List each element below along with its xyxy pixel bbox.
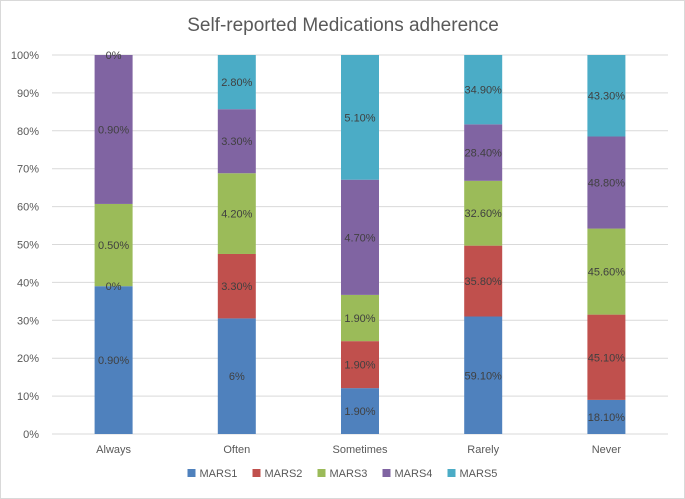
y-tick-label: 70%: [17, 164, 39, 176]
legend-label-mars4: MARS4: [395, 468, 433, 480]
bar-mars2-often: [217, 253, 256, 319]
y-tick-label: 20%: [17, 353, 39, 365]
data-label: 5.10%: [344, 112, 375, 124]
data-label: 18.10%: [588, 412, 626, 424]
bar-mars5-never: [587, 55, 626, 137]
y-tick-label: 0%: [23, 429, 39, 441]
bar-mars3-sometimes: [341, 294, 379, 342]
legend-swatch-mars2: [252, 469, 261, 477]
x-tick-label: Always: [96, 444, 131, 456]
x-axis-ticks: Always Often Sometimes Rarely Never: [96, 444, 621, 456]
data-label: 34.90%: [465, 85, 503, 97]
y-tick-label: 40%: [17, 277, 39, 289]
data-label: 0%: [106, 50, 122, 62]
bar-mars2-sometimes: [341, 341, 379, 389]
data-label: 43.30%: [588, 91, 626, 103]
bar-mars5-sometimes: [341, 55, 379, 180]
data-label: 59.10%: [465, 370, 503, 382]
bar-mars1-often: [217, 318, 256, 434]
y-tick-label: 80%: [17, 126, 39, 138]
data-label: 2.80%: [221, 77, 252, 89]
legend-label-mars5: MARS5: [460, 468, 498, 480]
bar-mars1-sometimes: [341, 388, 379, 434]
bars: [94, 55, 626, 434]
data-label: 28.40%: [465, 148, 503, 160]
bar-mars3-rarely: [464, 180, 503, 246]
data-labels: 0.90% 0% 0.50% 0.90% 0% 6% 3.30% 4.20% 3.30% 2.80…: [98, 50, 625, 424]
x-tick-label: Often: [223, 444, 250, 456]
bar-mars5-rarely: [464, 55, 503, 125]
bar-mars4-always: [94, 55, 133, 204]
data-label: 0%: [106, 281, 122, 293]
data-label: 48.80%: [588, 178, 626, 190]
data-label: 45.60%: [588, 267, 626, 279]
y-tick-label: 50%: [17, 240, 39, 252]
legend-swatch-mars5: [447, 469, 456, 477]
legend-swatch-mars4: [382, 469, 391, 477]
bar-mars1-never: [587, 399, 626, 434]
y-tick-label: 90%: [17, 88, 39, 100]
bar-mars3-never: [587, 228, 626, 315]
legend-swatch-mars3: [317, 469, 326, 477]
y-axis-ticks: 0% 10% 20% 30% 40% 50% 60% 70% 80% 90% 100%: [11, 50, 39, 441]
x-tick-label: Sometimes: [332, 444, 388, 456]
y-tick-label: 10%: [17, 391, 39, 403]
bar-mars3-always: [94, 203, 133, 287]
bar-mars4-rarely: [464, 124, 503, 181]
bar-mars1-always: [94, 286, 133, 434]
bar-mars2-never: [587, 314, 626, 400]
chart-title: Self-reported Medications adherence: [187, 15, 499, 36]
data-label: 6%: [229, 371, 245, 383]
data-label: 3.30%: [221, 281, 252, 293]
data-label: 1.90%: [344, 313, 375, 325]
bar-mars4-never: [587, 136, 626, 229]
data-label: 32.60%: [465, 208, 503, 220]
data-label: 35.80%: [465, 276, 503, 288]
data-label: 0.50%: [98, 240, 129, 252]
legend: MARS1 MARS2 MARS3 MARS4 MARS5: [187, 468, 498, 480]
bar-mars5-often: [217, 55, 256, 110]
data-label: 1.90%: [344, 360, 375, 372]
x-tick-label: Never: [592, 444, 622, 456]
bar-mars1-rarely: [464, 316, 503, 434]
data-label: 4.70%: [344, 232, 375, 244]
data-label: 0.90%: [98, 124, 129, 136]
y-tick-label: 60%: [17, 202, 39, 214]
legend-label-mars2: MARS2: [265, 468, 303, 480]
legend-label-mars1: MARS1: [200, 468, 238, 480]
bar-mars3-often: [217, 173, 256, 254]
bar-mars4-often: [217, 109, 256, 174]
y-tick-label: 100%: [11, 50, 39, 62]
data-label: 4.20%: [221, 209, 252, 221]
bar-mars2-rarely: [464, 245, 503, 317]
data-label: 0.90%: [98, 355, 129, 367]
legend-swatch-mars1: [187, 469, 196, 477]
x-tick-label: Rarely: [467, 444, 499, 456]
y-tick-label: 30%: [17, 315, 39, 327]
legend-label-mars3: MARS3: [330, 468, 368, 480]
data-label: 1.90%: [344, 406, 375, 418]
data-label: 45.10%: [588, 352, 626, 364]
bar-mars4-sometimes: [341, 179, 379, 295]
data-label: 3.30%: [221, 136, 252, 148]
